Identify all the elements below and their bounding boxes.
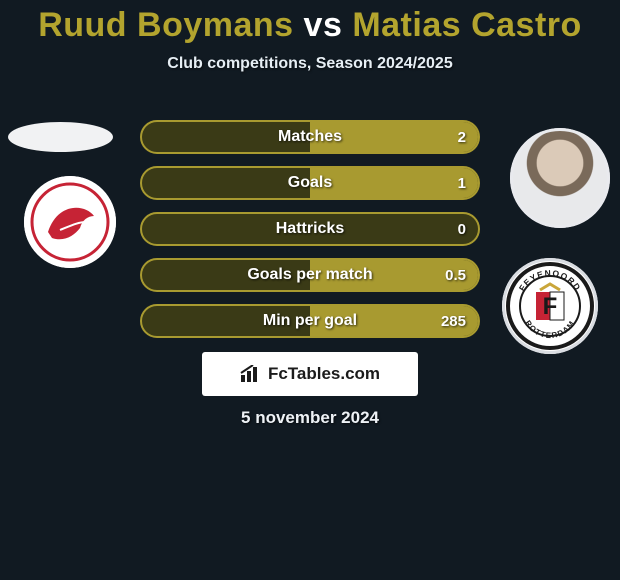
brand-text: FcTables.com — [268, 364, 380, 384]
stat-value-right: 2 — [458, 122, 466, 152]
stat-value-right: 285 — [441, 306, 466, 336]
stat-row-goals: Goals 1 — [140, 166, 480, 200]
player-a-avatar — [8, 122, 113, 152]
player-b-name: Matias Castro — [352, 6, 581, 44]
stat-label: Hattricks — [142, 214, 478, 244]
stat-row-goals-per-match: Goals per match 0.5 — [140, 258, 480, 292]
bar-chart-icon — [240, 365, 262, 383]
stat-label: Matches — [142, 122, 478, 152]
player-a-name: Ruud Boymans — [38, 6, 293, 44]
date-text: 5 november 2024 — [0, 408, 620, 428]
stat-label: Min per goal — [142, 306, 478, 336]
stat-label: Goals per match — [142, 260, 478, 290]
stat-label: Goals — [142, 168, 478, 198]
subtitle: Club competitions, Season 2024/2025 — [0, 55, 620, 73]
stat-value-right: 1 — [458, 168, 466, 198]
vs-word: vs — [304, 6, 343, 44]
stat-row-hattricks: Hattricks 0 — [140, 212, 480, 246]
stat-value-right: 0.5 — [445, 260, 466, 290]
stat-row-matches: Matches 2 — [140, 120, 480, 154]
stat-value-right: 0 — [458, 214, 466, 244]
comparison-title: Ruud Boymans vs Matias Castro — [0, 0, 620, 45]
player-b-avatar — [510, 128, 610, 228]
player-b-club-badge: FEYENOORD ROTTERDAM F — [502, 258, 598, 354]
player-a-club-badge — [24, 176, 116, 268]
feyenoord-badge-icon: FEYENOORD ROTTERDAM F — [506, 262, 594, 350]
stats-container: Matches 2 Goals 1 Hattricks 0 Goals per … — [140, 120, 480, 350]
stat-row-min-per-goal: Min per goal 285 — [140, 304, 480, 338]
brand-box: FcTables.com — [202, 352, 418, 396]
bird-icon — [30, 182, 110, 262]
club-letter: F — [543, 293, 558, 320]
